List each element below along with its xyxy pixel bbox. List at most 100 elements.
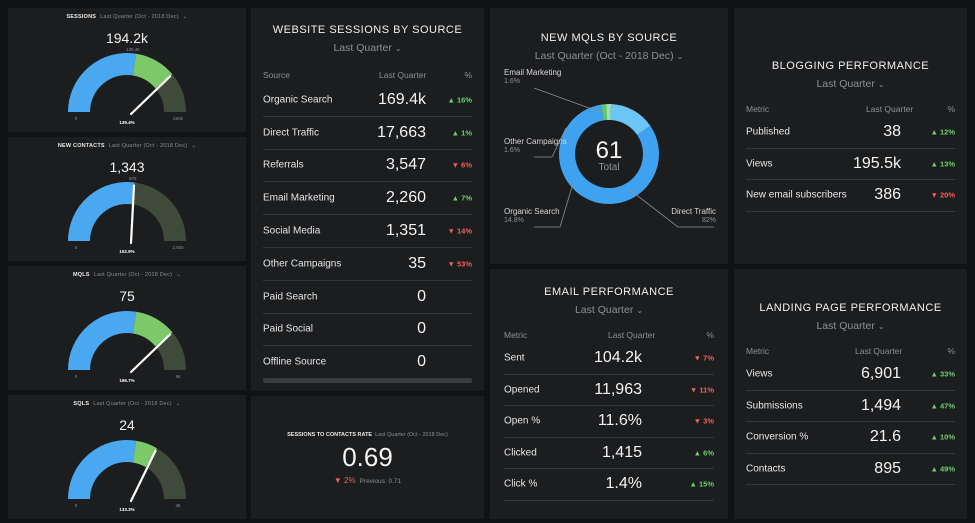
row-label: Other Campaigns (263, 258, 342, 270)
gauge-value: 194.2k (105, 30, 149, 46)
rate-value: 0.69 (342, 442, 393, 472)
row-change: ▼ 11% (689, 385, 714, 395)
table-row: New email subscribers 386 ▼ 20% (746, 180, 955, 212)
horizontal-scrollbar[interactable] (263, 379, 472, 383)
chevron-down-icon: ⌄ (176, 272, 182, 278)
rate-change: ▼ 2% Previous: 0.71 (333, 476, 402, 485)
arrow-up-icon: ▲ (447, 95, 457, 105)
period-selector[interactable]: Last Quarter ⌄ (816, 320, 885, 332)
arrow-up-icon: ▲ (930, 432, 940, 442)
row-value: 6,901 (860, 365, 901, 383)
period-selector[interactable]: Last Quarter (Oct - 2018 Dec) (100, 14, 179, 20)
gauge-band-green (132, 440, 158, 468)
period-selector[interactable]: Last Quarter ⌄ (333, 42, 402, 54)
period-selector[interactable]: Last Quarter ⌄ (574, 304, 644, 316)
table-row: Views 6,901 ▲ 33% (746, 359, 955, 391)
row-label: Paid Search (263, 291, 318, 303)
period-selector[interactable]: Last Quarter (Oct - 2018 Dec) (375, 432, 448, 438)
column-header-last-quarter: Last Quarter (855, 346, 903, 356)
donut-slice-direct-traffic[interactable] (559, 104, 659, 204)
gauge-value: 75 (119, 288, 135, 304)
table-row: Paid Social 0 (263, 314, 472, 347)
slice-label-email-marketing: Email Marketing 1.6% (504, 68, 562, 86)
gauge-min-label: 0 (75, 116, 78, 121)
mqls-by-source-panel: NEW MQLS BY SOURCE Last Quarter (Oct - 2… (490, 8, 728, 264)
gauge-value: 24 (119, 417, 135, 433)
gauge-dial: 0 96 166.7% (68, 311, 186, 383)
gauge-band-remaining (155, 332, 186, 371)
donut-slice-organic-search[interactable] (609, 104, 651, 136)
arrow-up-icon: ▲ (930, 127, 940, 137)
row-value: 0 (417, 353, 426, 371)
row-change: ▼ 53% (447, 259, 472, 269)
panel-title: EMAIL PERFORMANCE (544, 286, 674, 298)
gauge-percent-label: 139.4% (119, 120, 134, 125)
row-change: ▲ 15% (689, 479, 714, 489)
arrow-up-icon: ▲ (930, 401, 940, 411)
row-label: Clicked (504, 447, 537, 459)
table-row: Social Media 1,351 ▼ 14% (263, 215, 472, 248)
arrow-down-icon: ▼ (447, 226, 457, 236)
table-row: Organic Search 169.4k ▲ 16% (263, 84, 472, 117)
arrow-down-icon: ▼ (447, 259, 457, 269)
rate-title: SESSIONS TO CONTACTS RATE Last Quarter (O… (287, 432, 448, 438)
panel-title: NEW MQLS BY SOURCE (540, 32, 678, 44)
column-header-metric: Metric (746, 346, 770, 356)
row-value: 2,260 (385, 189, 426, 207)
gauge-title: SESSIONS Last Quarter (Oct - 2018 Dec) ⌄ (66, 14, 188, 20)
arrow-down-icon: ▼ (693, 416, 704, 426)
row-change: ▲ 13% (930, 159, 955, 169)
gauge-max-label: 2,500 (172, 245, 184, 250)
gauge-needle (129, 184, 136, 245)
row-label: Social Media (263, 225, 321, 237)
gauge-max-label: 250k (173, 116, 184, 121)
panel-title: BLOGGING PERFORMANCE (771, 60, 930, 72)
row-value: 195.5k (852, 154, 901, 172)
gauge-panel-new-contacts: NEW CONTACTS Last Quarter (Oct - 2018 Dec… (8, 137, 246, 261)
row-label: Views (746, 158, 773, 170)
column-header-metric: Metric (746, 104, 770, 114)
period-selector[interactable]: Last Quarter (Oct - 2018 Dec) ⌄ (534, 50, 684, 62)
gauge-percent-label: 166.7% (119, 378, 134, 383)
gauge-title: SQLS Last Quarter (Oct - 2018 Dec) ⌄ (73, 401, 181, 407)
period-selector[interactable]: Last Quarter (Oct - 2018 Dec) (93, 401, 172, 407)
sessions-to-contacts-rate-panel: SESSIONS TO CONTACTS RATE Last Quarter (O… (251, 396, 484, 519)
row-change: ▼ 14% (447, 226, 472, 236)
gauge-needle (129, 75, 172, 116)
table-row: Submissions 1,494 ▲ 47% (746, 391, 955, 422)
column-header-metric: Metric (504, 330, 528, 340)
row-label: Views (746, 368, 773, 380)
row-label: Open % (504, 415, 541, 427)
gauge-panel-mqls: MQLS Last Quarter (Oct - 2018 Dec) ⌄ 75 0 96 1… (8, 266, 246, 390)
panel-title: LANDING PAGE PERFORMANCE (759, 302, 942, 314)
row-value: 11.6% (597, 412, 642, 430)
row-change: ▼ 20% (930, 190, 955, 200)
gauge-band-remaining (155, 74, 186, 113)
gauge-value: 1,343 (109, 159, 145, 175)
period-selector[interactable]: Last Quarter ⌄ (816, 78, 885, 90)
row-label: Direct Traffic (263, 127, 319, 139)
row-change: ▼ 3% (693, 416, 714, 426)
period-selector[interactable]: Last Quarter (Oct - 2018 Dec) (108, 143, 188, 149)
chevron-down-icon: ⌄ (676, 52, 684, 61)
gauge-band-remaining (145, 448, 186, 500)
column-header-last-quarter: Last Quarter (608, 330, 656, 340)
chevron-down-icon: ⌄ (191, 143, 197, 149)
table-row: Offline Source 0 (263, 346, 472, 380)
gauge-band-blue (68, 311, 137, 371)
donut-total-label: Total (598, 162, 619, 173)
gauge-band-green (132, 311, 173, 347)
row-label: Organic Search (263, 94, 333, 106)
gauge-panel-sqls: SQLS Last Quarter (Oct - 2018 Dec) ⌄ 24 0 36 1… (8, 395, 246, 519)
row-value: 169.4k (377, 90, 426, 108)
row-value: 895 (874, 459, 901, 477)
column-header-source: Source (263, 70, 290, 80)
row-label: New email subscribers (746, 189, 847, 201)
row-change: ▲ 16% (447, 95, 472, 105)
table-row: Views 195.5k ▲ 13% (746, 149, 955, 180)
row-label: Paid Social (263, 323, 314, 335)
column-header-percent: % (464, 70, 472, 80)
period-selector[interactable]: Last Quarter (Oct - 2018 Dec) (93, 272, 173, 278)
gauge-band-blue (68, 440, 137, 500)
gauge-band-remaining (131, 182, 186, 242)
